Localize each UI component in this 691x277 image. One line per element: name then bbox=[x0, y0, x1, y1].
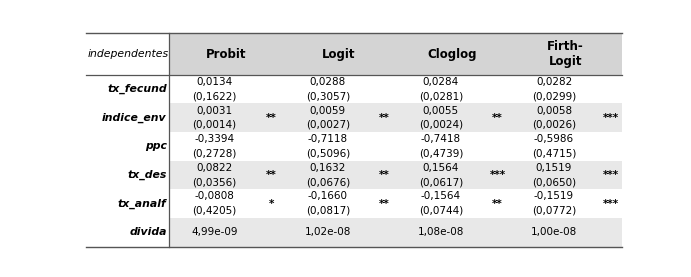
Text: (0,2728): (0,2728) bbox=[193, 148, 237, 158]
Text: ppc: ppc bbox=[144, 141, 167, 151]
Text: **: ** bbox=[266, 170, 276, 180]
Text: 0,1632: 0,1632 bbox=[310, 163, 346, 173]
Text: *: * bbox=[269, 199, 274, 209]
Text: (0,0014): (0,0014) bbox=[193, 120, 237, 130]
Text: -0,7418: -0,7418 bbox=[421, 134, 461, 144]
Text: ***: *** bbox=[489, 170, 506, 180]
Text: (0,0026): (0,0026) bbox=[532, 120, 576, 130]
Bar bbox=[86, 33, 169, 247]
Text: -0,0808: -0,0808 bbox=[195, 191, 234, 201]
Bar bbox=[169, 189, 622, 218]
Text: **: ** bbox=[492, 113, 503, 123]
Text: (0,4715): (0,4715) bbox=[532, 148, 576, 158]
Text: 0,0055: 0,0055 bbox=[423, 106, 459, 116]
Text: 1,02e-08: 1,02e-08 bbox=[305, 227, 351, 237]
Bar bbox=[169, 132, 622, 161]
Text: (0,3057): (0,3057) bbox=[305, 91, 350, 101]
Bar bbox=[169, 103, 622, 132]
Text: 0,0134: 0,0134 bbox=[196, 77, 233, 87]
Bar bbox=[169, 75, 622, 103]
Text: ***: *** bbox=[603, 199, 618, 209]
Text: 0,0282: 0,0282 bbox=[536, 77, 572, 87]
Text: (0,0650): (0,0650) bbox=[532, 177, 576, 187]
Text: 0,0288: 0,0288 bbox=[310, 77, 346, 87]
Text: (0,0744): (0,0744) bbox=[419, 206, 463, 216]
Text: -0,1564: -0,1564 bbox=[421, 191, 461, 201]
Text: tx_fecund: tx_fecund bbox=[107, 84, 167, 94]
Text: Firth-
Logit: Firth- Logit bbox=[547, 40, 584, 68]
Text: -0,5986: -0,5986 bbox=[534, 134, 574, 144]
Text: ***: *** bbox=[603, 113, 618, 123]
Text: 0,0284: 0,0284 bbox=[423, 77, 459, 87]
Text: **: ** bbox=[266, 113, 276, 123]
Text: divida: divida bbox=[129, 227, 167, 237]
Text: (0,0356): (0,0356) bbox=[193, 177, 237, 187]
Text: **: ** bbox=[379, 170, 390, 180]
Text: (0,0617): (0,0617) bbox=[419, 177, 463, 187]
Text: 0,1519: 0,1519 bbox=[536, 163, 572, 173]
Text: (0,0299): (0,0299) bbox=[532, 91, 576, 101]
Text: indice_env: indice_env bbox=[102, 113, 167, 123]
Text: **: ** bbox=[379, 199, 390, 209]
Text: (0,4739): (0,4739) bbox=[419, 148, 463, 158]
Bar bbox=[169, 161, 622, 189]
Text: Cloglog: Cloglog bbox=[428, 48, 477, 61]
Text: -0,3394: -0,3394 bbox=[195, 134, 235, 144]
Text: independentes: independentes bbox=[87, 49, 169, 59]
Text: tx_analf: tx_analf bbox=[118, 199, 167, 209]
Text: 0,0059: 0,0059 bbox=[310, 106, 346, 116]
Text: 0,0058: 0,0058 bbox=[536, 106, 572, 116]
Text: -0,1660: -0,1660 bbox=[307, 191, 348, 201]
Text: (0,0281): (0,0281) bbox=[419, 91, 463, 101]
Text: **: ** bbox=[492, 199, 503, 209]
Text: (0,1622): (0,1622) bbox=[193, 91, 237, 101]
Bar bbox=[169, 218, 622, 247]
Text: 0,1564: 0,1564 bbox=[423, 163, 459, 173]
Text: tx_des: tx_des bbox=[127, 170, 167, 180]
Text: Logit: Logit bbox=[322, 48, 356, 61]
Text: -0,7118: -0,7118 bbox=[307, 134, 348, 144]
Text: 0,0822: 0,0822 bbox=[196, 163, 233, 173]
Text: (0,4205): (0,4205) bbox=[193, 206, 237, 216]
Text: (0,0024): (0,0024) bbox=[419, 120, 463, 130]
Bar bbox=[169, 33, 622, 75]
Text: (0,0817): (0,0817) bbox=[305, 206, 350, 216]
Text: -0,1519: -0,1519 bbox=[534, 191, 574, 201]
Text: 0,0031: 0,0031 bbox=[196, 106, 233, 116]
Text: (0,0676): (0,0676) bbox=[305, 177, 350, 187]
Text: Probit: Probit bbox=[206, 48, 246, 61]
Text: (0,0772): (0,0772) bbox=[532, 206, 576, 216]
Text: 4,99e-09: 4,99e-09 bbox=[191, 227, 238, 237]
Text: 1,08e-08: 1,08e-08 bbox=[417, 227, 464, 237]
Text: (0,0027): (0,0027) bbox=[305, 120, 350, 130]
Text: **: ** bbox=[379, 113, 390, 123]
Text: ***: *** bbox=[603, 170, 618, 180]
Text: (0,5096): (0,5096) bbox=[305, 148, 350, 158]
Text: 1,00e-08: 1,00e-08 bbox=[531, 227, 577, 237]
